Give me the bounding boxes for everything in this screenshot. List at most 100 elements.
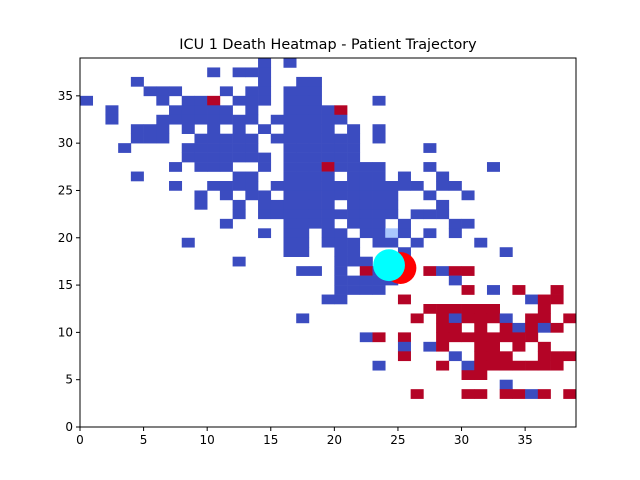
heatmap-cell (194, 199, 208, 210)
heatmap-cell (321, 162, 335, 172)
heatmap-cell (499, 247, 513, 257)
heatmap-cell (486, 360, 500, 371)
heatmap-cell (397, 247, 411, 257)
y-tick-label: 35 (58, 89, 73, 103)
heatmap-cell (474, 237, 488, 248)
heatmap-cell (219, 162, 233, 172)
heatmap-cell (296, 237, 310, 248)
heatmap-cell (385, 190, 399, 201)
heatmap-cell (232, 114, 246, 125)
heatmap-cell (334, 294, 348, 305)
heatmap-cell (499, 351, 513, 362)
heatmap-cell (308, 190, 322, 201)
heatmap-cell (334, 256, 348, 267)
heatmap-cell (512, 360, 526, 371)
heatmap-cell (207, 143, 221, 153)
heatmap-cell (296, 199, 310, 210)
heatmap-cell (461, 304, 475, 314)
heatmap-cell (232, 143, 246, 153)
heatmap-cell (372, 162, 386, 172)
heatmap-cell (359, 181, 373, 191)
heatmap-cell (245, 152, 259, 163)
chart-title: ICU 1 Death Heatmap - Patient Trajectory (179, 37, 477, 53)
heatmap-cell (258, 58, 272, 68)
heatmap-cell (207, 105, 221, 116)
heatmap-cell (372, 237, 386, 248)
heatmap-cell (308, 143, 322, 153)
heatmap-cell (512, 285, 526, 295)
heatmap-cell (372, 360, 386, 371)
heatmap-cell (296, 313, 310, 324)
heatmap-cell (283, 247, 297, 257)
axes-frame (79, 57, 577, 428)
heatmap-cell (486, 313, 500, 324)
heatmap-cell (359, 285, 373, 295)
heatmap-cell (270, 181, 284, 191)
heatmap-cell (474, 304, 488, 314)
heatmap-cell (550, 285, 564, 295)
heatmap-cell (321, 209, 335, 220)
heatmap-cell (219, 152, 233, 163)
heatmap-cell (423, 162, 437, 172)
heatmap-cell (219, 218, 233, 229)
heatmap-cell (105, 105, 119, 116)
heatmap-cell (347, 218, 361, 229)
heatmap-cell (321, 114, 335, 125)
heatmap-cell (423, 266, 437, 276)
heatmap-cell (296, 218, 310, 229)
heatmap-cell (347, 275, 361, 286)
heatmap-cell (347, 124, 361, 134)
heatmap-cell (461, 360, 475, 371)
heatmap-cell (474, 341, 488, 352)
heatmap-cell (296, 266, 310, 276)
heatmap-cell (436, 181, 450, 191)
x-tick-label: 5 (140, 433, 148, 447)
heatmap-cell (308, 152, 322, 163)
heatmap-cell (169, 181, 183, 191)
heatmap-cell (194, 143, 208, 153)
heatmap-cell (486, 304, 500, 314)
heatmap-cell (359, 190, 373, 201)
heatmap-cell (359, 199, 373, 210)
x-tick-label: 10 (200, 433, 215, 447)
heatmap-cell (461, 389, 475, 399)
heatmap-cell (423, 228, 437, 239)
heatmap-cell (181, 152, 195, 163)
heatmap-cell (207, 67, 221, 78)
heatmap-cell (334, 105, 348, 116)
heatmap-cell (474, 351, 488, 362)
y-tick-label: 30 (58, 136, 73, 150)
heatmap-cell (258, 199, 272, 210)
heatmap-cell (245, 133, 259, 144)
heatmap-cell (296, 162, 310, 172)
heatmap-cell (385, 199, 399, 210)
heatmap-cell (283, 86, 297, 97)
heatmap-cell (308, 95, 322, 106)
heatmap-cell (537, 304, 551, 314)
heatmap-cell (219, 86, 233, 97)
heatmap-cell (461, 370, 475, 380)
heatmap-cell (397, 218, 411, 229)
heatmap-cell (270, 114, 284, 125)
heatmap-cell (512, 341, 526, 352)
heatmap-cell (461, 266, 475, 276)
heatmap-cell (321, 171, 335, 182)
heatmap-cell (397, 228, 411, 239)
heatmap-cell (334, 133, 348, 144)
heatmap-cell (525, 332, 539, 343)
heatmap-cell (486, 162, 500, 172)
x-tick-label: 0 (76, 433, 84, 447)
heatmap-cell (563, 351, 577, 362)
heatmap-cell (563, 313, 577, 324)
heatmap-cell (359, 332, 373, 343)
heatmap-cell (410, 181, 424, 191)
heatmap-cell (359, 162, 373, 172)
heatmap-cell (169, 86, 183, 97)
heatmap-cell (283, 171, 297, 182)
heatmap-cell (423, 209, 437, 220)
heatmap-cell (334, 152, 348, 163)
heatmap-cell (308, 124, 322, 134)
heatmap-cell (525, 360, 539, 371)
heatmap-cell (448, 228, 462, 239)
trajectory-point-end (373, 249, 405, 282)
